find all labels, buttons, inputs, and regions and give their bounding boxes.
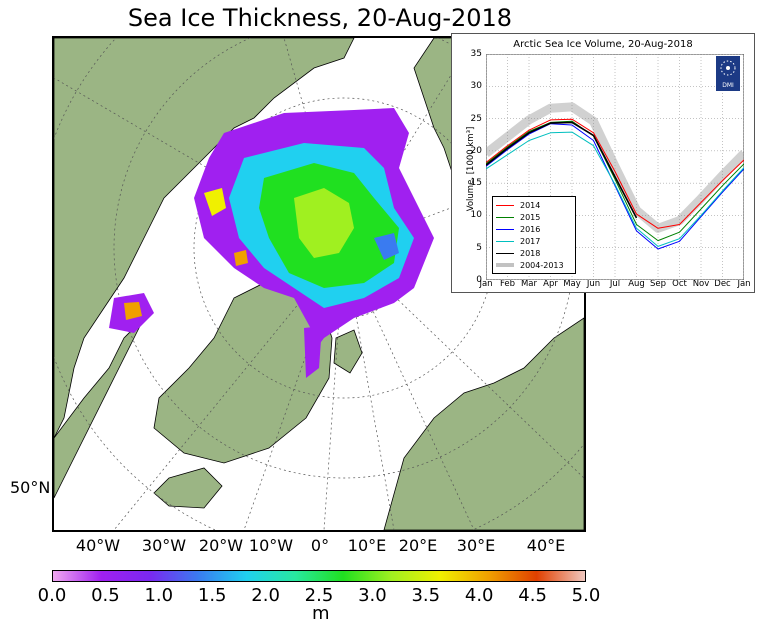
figure-title: Sea Ice Thickness, 20-Aug-2018: [127, 4, 513, 32]
inset-y-axis-label: Volume, [1000 km³]: [466, 126, 476, 212]
series-line-2016: [485, 123, 745, 250]
colorbar-tick-label: 5.0: [571, 585, 601, 606]
longitude-label-10e: 10°E: [347, 536, 387, 555]
legend-label: 2014: [520, 200, 541, 210]
legend-item: 2018: [496, 247, 572, 259]
x-tick-label: Aug: [628, 279, 645, 289]
colorbar-tick-label: 3.5: [411, 585, 441, 606]
thickness-colorbar: [52, 570, 586, 582]
x-tick-label: Nov: [692, 279, 710, 289]
x-tick-label: Mar: [520, 279, 538, 289]
longitude-label-0: 0°: [310, 536, 330, 555]
x-tick-label: Apr: [543, 279, 558, 289]
colorbar-tick-label: 0.5: [91, 585, 120, 606]
x-tick-label: Sep: [649, 279, 667, 289]
y-tick-label: 35: [470, 49, 482, 59]
colorbar-tick-label: 2.5: [304, 585, 334, 606]
legend-swatch: [496, 240, 514, 242]
x-tick-label: Jul: [609, 279, 621, 289]
y-tick-label: 30: [470, 81, 482, 92]
legend-item: 2015: [496, 211, 572, 223]
x-tick-label: Dec: [714, 279, 731, 289]
x-tick-label: May: [563, 279, 581, 289]
legend-swatch: [496, 263, 514, 267]
legend-swatch: [496, 216, 514, 218]
land-svalbard: [333, 329, 363, 374]
longitude-label-30w: 30°W: [141, 536, 187, 555]
colorbar-tick-label: 1.0: [144, 585, 174, 606]
x-tick-label: Jan: [737, 279, 751, 289]
land-iceland: [153, 467, 223, 509]
series-line-2017: [485, 131, 745, 247]
y-tick-label: 0: [476, 275, 482, 285]
y-tick-label: 5: [476, 242, 482, 253]
legend-label: 2016: [520, 224, 541, 234]
colorbar-tick-label: 4.0: [464, 585, 494, 606]
legend-label: 2015: [520, 212, 541, 222]
colorbar-tick-label: 4.5: [518, 585, 547, 606]
series-line-2015: [485, 120, 745, 242]
colorbar-tick-label: 2.0: [251, 585, 280, 606]
legend-label: 2004-2013: [520, 260, 564, 270]
x-tick-label: Jun: [586, 279, 601, 289]
legend-item: 2014: [496, 199, 572, 211]
dmi-logo-text: DMI: [722, 82, 734, 89]
legend-item: 2004-2013: [496, 259, 572, 271]
longitude-label-40w: 40°W: [75, 536, 121, 555]
series-line-2014: [485, 118, 745, 229]
inset-legend: 2014 2015 2016 2017 2018 2004-2013: [492, 196, 576, 274]
legend-swatch: [496, 228, 514, 230]
longitude-label-30e: 30°E: [456, 536, 496, 555]
colorbar-tick-label: 3.0: [358, 585, 387, 606]
longitude-label-20e: 20°E: [398, 536, 438, 555]
x-tick-label: Oct: [672, 279, 687, 289]
series-line-2018: [485, 121, 638, 219]
sea-ice-field: [109, 108, 434, 378]
y-tick-label: 25: [470, 113, 482, 124]
longitude-label-40e: 40°E: [526, 536, 566, 555]
longitude-label-20w: 20°W: [198, 536, 244, 555]
y-tick-label: 15: [470, 178, 482, 189]
longitude-label-10w: 10°W: [248, 536, 294, 555]
dmi-emblem-icon: [720, 60, 736, 76]
volume-inset-chart: Arctic Sea Ice Volume, 20-Aug-2018 Volum…: [451, 33, 755, 293]
map-canvas: [54, 38, 584, 530]
legend-swatch: [496, 252, 514, 254]
x-tick-label: Feb: [499, 279, 516, 289]
colorbar-unit: m: [312, 603, 330, 624]
legend-label: 2018: [520, 248, 541, 258]
dmi-logo: DMI: [716, 56, 740, 91]
legend-label: 2017: [520, 236, 541, 246]
colorbar-tick-label: 0.0: [37, 585, 67, 606]
y-tick-label: 10: [470, 210, 482, 221]
land-baffin: [54, 317, 145, 499]
legend-swatch: [496, 204, 514, 206]
y-tick-label: 20: [470, 145, 482, 156]
land-scandinavia: [383, 317, 584, 530]
inset-title: Arctic Sea Ice Volume, 20-Aug-2018: [513, 39, 693, 50]
x-tick-label: Jan: [479, 279, 493, 289]
legend-item: 2017: [496, 235, 572, 247]
latitude-label: 50°N: [10, 478, 51, 497]
colorbar-tick-label: 1.5: [197, 585, 227, 606]
legend-item: 2016: [496, 223, 572, 235]
land-canada: [54, 38, 355, 439]
